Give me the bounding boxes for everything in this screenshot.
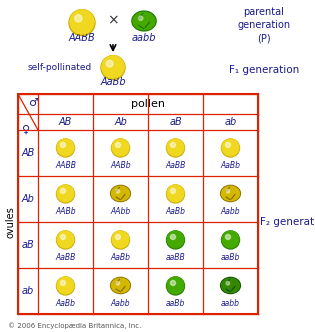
Text: aabb: aabb <box>221 299 240 308</box>
Circle shape <box>106 60 113 67</box>
Circle shape <box>116 142 121 147</box>
Text: AAbb: AAbb <box>110 208 131 216</box>
Text: AaBb: AaBb <box>111 253 130 262</box>
Circle shape <box>112 139 129 157</box>
Text: Ab: Ab <box>114 117 127 127</box>
Circle shape <box>60 234 66 239</box>
Circle shape <box>170 142 175 147</box>
Circle shape <box>69 10 95 36</box>
Text: AaBB: AaBB <box>55 253 76 262</box>
Text: AaBb: AaBb <box>55 299 76 308</box>
Text: ovules: ovules <box>5 206 15 238</box>
Circle shape <box>226 190 230 193</box>
Circle shape <box>170 281 175 286</box>
Text: ♂: ♂ <box>28 98 38 108</box>
Circle shape <box>116 190 120 193</box>
Text: ab: ab <box>22 286 34 296</box>
Text: aB: aB <box>22 240 34 250</box>
Circle shape <box>101 55 125 80</box>
Text: aaBb: aaBb <box>221 253 240 262</box>
Ellipse shape <box>220 185 240 202</box>
Circle shape <box>70 10 94 34</box>
Circle shape <box>112 231 129 248</box>
Circle shape <box>226 142 231 147</box>
Text: $\times$: $\times$ <box>107 13 119 27</box>
Circle shape <box>167 185 184 202</box>
Circle shape <box>167 277 184 294</box>
Circle shape <box>222 231 239 248</box>
Text: AABB: AABB <box>69 33 95 43</box>
Text: aB: aB <box>169 117 182 127</box>
Text: ♀: ♀ <box>22 125 30 135</box>
Ellipse shape <box>133 12 155 30</box>
Circle shape <box>167 231 185 249</box>
Circle shape <box>226 282 230 285</box>
Circle shape <box>60 189 66 194</box>
Text: Aabb: Aabb <box>221 208 240 216</box>
Ellipse shape <box>112 186 129 201</box>
Text: AaBb: AaBb <box>100 77 126 87</box>
Circle shape <box>167 185 185 203</box>
Circle shape <box>222 139 239 156</box>
Text: AABb: AABb <box>110 161 131 170</box>
Circle shape <box>75 15 82 22</box>
Ellipse shape <box>220 277 240 293</box>
Circle shape <box>56 185 75 203</box>
Circle shape <box>112 139 129 156</box>
Text: aabb: aabb <box>132 33 156 43</box>
Circle shape <box>56 231 75 249</box>
Circle shape <box>57 139 74 156</box>
Text: Aabb: Aabb <box>111 299 130 308</box>
Text: parental
generation
(P): parental generation (P) <box>238 7 290 43</box>
Circle shape <box>60 142 66 147</box>
Circle shape <box>221 139 239 157</box>
Circle shape <box>167 139 185 157</box>
Circle shape <box>57 231 74 248</box>
Circle shape <box>167 139 184 156</box>
Ellipse shape <box>111 277 130 293</box>
Circle shape <box>112 231 129 249</box>
Text: self-pollinated: self-pollinated <box>28 62 92 71</box>
Circle shape <box>60 281 66 286</box>
Text: F₁ generation: F₁ generation <box>229 65 299 75</box>
Text: AABB: AABB <box>55 161 76 170</box>
Ellipse shape <box>112 278 129 293</box>
Circle shape <box>170 189 175 194</box>
Circle shape <box>170 234 175 239</box>
Text: AB: AB <box>21 148 35 158</box>
Ellipse shape <box>221 186 239 201</box>
Circle shape <box>116 234 121 239</box>
Circle shape <box>116 282 120 285</box>
Circle shape <box>56 139 75 157</box>
Ellipse shape <box>221 278 239 293</box>
Circle shape <box>102 56 124 78</box>
Text: AaBB: AaBB <box>165 161 186 170</box>
Ellipse shape <box>132 11 156 31</box>
Text: aaBB: aaBB <box>166 253 185 262</box>
Text: AaBb: AaBb <box>220 161 240 170</box>
Circle shape <box>221 231 239 249</box>
Circle shape <box>56 277 75 295</box>
Text: aaBb: aaBb <box>166 299 185 308</box>
Circle shape <box>57 277 74 294</box>
Text: © 2006 Encyclopædia Britannica, Inc.: © 2006 Encyclopædia Britannica, Inc. <box>8 322 141 329</box>
Circle shape <box>226 234 231 239</box>
Text: AaBb: AaBb <box>165 208 186 216</box>
Bar <box>18 94 258 314</box>
Circle shape <box>57 185 74 202</box>
Text: Ab: Ab <box>21 194 34 204</box>
Ellipse shape <box>111 185 130 202</box>
Text: F₂ generation: F₂ generation <box>260 217 315 227</box>
Text: AABb: AABb <box>55 208 76 216</box>
Text: ab: ab <box>224 117 237 127</box>
Circle shape <box>167 231 184 248</box>
Circle shape <box>167 277 185 295</box>
Text: AB: AB <box>59 117 72 127</box>
Text: pollen: pollen <box>131 99 165 109</box>
Circle shape <box>139 16 143 21</box>
